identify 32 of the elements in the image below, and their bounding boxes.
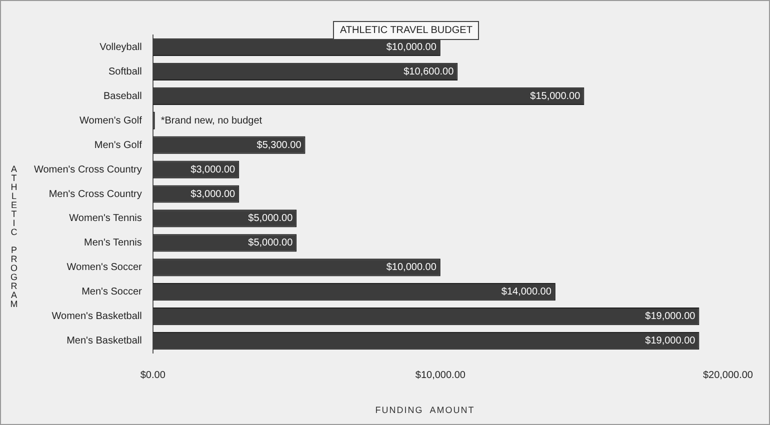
- y-tick-label: Women's Tennis: [69, 213, 142, 224]
- data-label: $15,000.00: [530, 90, 581, 102]
- y-tick-label: Baseball: [104, 90, 142, 102]
- data-label: $3,000.00: [190, 188, 236, 200]
- data-label: $19,000.00: [645, 336, 696, 347]
- y-tick-label: Men's Cross Country: [48, 188, 142, 200]
- data-label: $3,000.00: [190, 164, 236, 176]
- data-label: $5,000.00: [248, 213, 294, 224]
- y-tick-label: Men's Golf: [94, 140, 142, 151]
- data-label: $14,000.00: [501, 286, 552, 298]
- y-tick-label: Volleyball: [100, 42, 142, 53]
- x-tick-label: $0.00: [140, 370, 166, 381]
- annotation: *Brand new, no budget: [160, 115, 262, 126]
- x-tick-label: $20,000.00: [702, 370, 754, 381]
- data-label: $10,000.00: [386, 262, 437, 274]
- y-tick-label: Women's Cross Country: [34, 164, 142, 176]
- y-tick-label: Softball: [108, 66, 142, 78]
- y-tick-label: Women's Golf: [80, 115, 142, 126]
- y-tick-label: Women's Soccer: [66, 262, 143, 274]
- y-tick-label: Men's Soccer: [82, 286, 143, 298]
- data-label: $10,000.00: [386, 42, 437, 53]
- data-label: $19,000.00: [645, 311, 696, 322]
- x-tick-label: $10,000.00: [415, 370, 466, 381]
- y-tick-label: Women's Basketball: [52, 311, 142, 322]
- data-label: $5,300.00: [256, 140, 302, 151]
- data-label: $5,000.00: [248, 238, 294, 249]
- data-label: $10,600.00: [404, 66, 454, 78]
- chart-title: ATHLETIC TRAVEL BUDGET: [333, 21, 480, 40]
- x-axis-title: FUNDING AMOUNT: [374, 405, 476, 415]
- y-axis-title: ATHLETIC PROGRAM: [9, 164, 19, 308]
- y-tick-label: Men's Basketball: [66, 336, 142, 347]
- y-tick-label: Men's Tennis: [84, 238, 142, 249]
